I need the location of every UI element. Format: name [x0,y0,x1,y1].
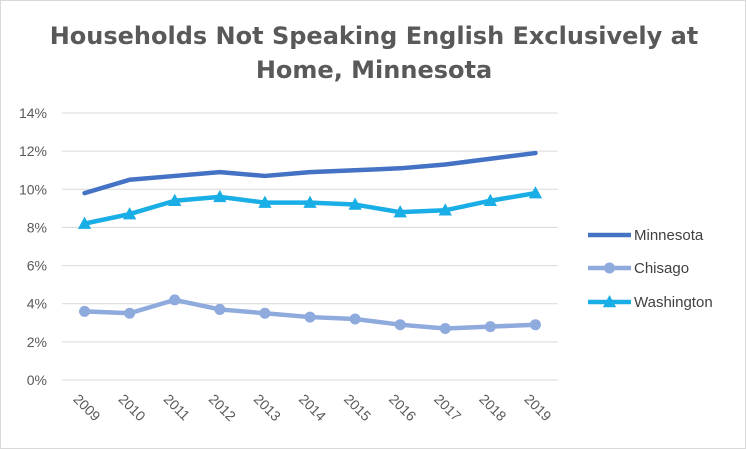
data-point [394,319,406,331]
data-point [77,216,92,229]
y-tick-label: 0% [27,372,47,388]
data-point [213,189,227,203]
y-tick-label: 12% [19,143,47,159]
legend-label: Chisago [634,260,689,277]
y-tick-label: 8% [27,219,47,235]
legend-item-chisago: Chisago [588,260,689,277]
x-tick-label: 2016 [386,391,419,424]
legend-label: Minnesota [634,227,704,244]
legend-item-minnesota: Minnesota [588,227,704,244]
data-point [439,323,451,335]
data-point [303,195,317,208]
x-tick-label: 2019 [521,391,554,424]
y-tick-label: 4% [27,296,47,312]
x-tick-label: 2009 [70,391,103,424]
data-point [259,307,271,319]
legend-item-washington: Washington [588,294,713,311]
gridlines [62,112,558,381]
data-point [349,313,361,325]
x-tick-label: 2014 [296,391,329,424]
x-axis-tick-labels: 2009 2010 2011 2012 2013 2014 2015 2016 2017 2018… [70,391,554,424]
data-point [529,319,541,331]
data-point [168,193,182,206]
y-tick-label: 2% [27,334,47,350]
data-point [258,195,272,208]
legend-swatch-marker [604,262,615,274]
x-tick-label: 2017 [431,391,464,424]
data-point [214,303,226,315]
data-point [122,207,137,220]
data-point [348,197,362,210]
data-point [169,294,181,306]
y-tick-label: 14% [19,105,47,121]
legend: Minnesota Chisago Washington [588,227,713,311]
data-point [124,307,136,319]
data-point [79,305,91,317]
x-tick-label: 2012 [206,391,239,424]
x-tick-label: 2010 [116,391,149,424]
data-point [484,321,496,333]
data-point [304,311,316,323]
series-line [82,150,538,196]
y-tick-label: 10% [19,181,47,197]
x-tick-label: 2011 [161,391,194,424]
legend-swatch-marker [602,295,617,308]
x-tick-label: 2015 [341,391,374,424]
series-chisago [79,294,541,335]
data-point [528,186,543,199]
legend-label: Washington [634,294,713,311]
y-axis-tick-labels: 0% 2% 4% 6% 8% 10% 12% 14% [19,105,47,388]
data-point [438,203,452,216]
y-tick-label: 6% [27,258,47,274]
data-point [393,205,407,218]
x-tick-label: 2018 [476,391,509,424]
series-minnesota [82,150,538,196]
data-point [483,193,498,206]
series-washington [77,186,543,229]
series-lines [77,150,543,335]
x-tick-label: 2013 [251,391,284,424]
